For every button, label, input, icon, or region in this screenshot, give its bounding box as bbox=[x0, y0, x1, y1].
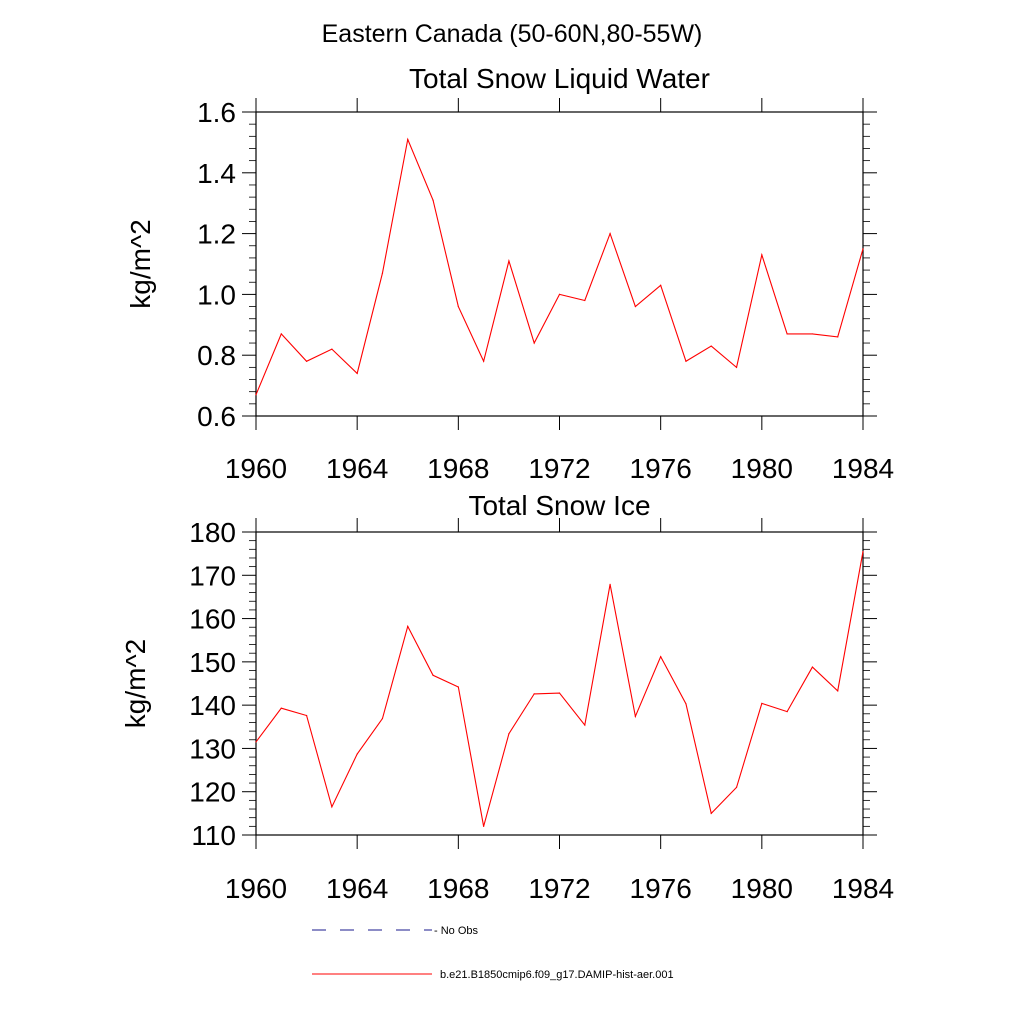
data-point bbox=[811, 333, 814, 335]
y-tick-label: 180 bbox=[189, 517, 236, 548]
data-point bbox=[710, 812, 712, 814]
data-point bbox=[786, 333, 788, 335]
data-point bbox=[305, 714, 308, 717]
data-point bbox=[660, 656, 662, 658]
x-tick-label: 1960 bbox=[225, 453, 287, 484]
data-point bbox=[305, 360, 308, 362]
x-tick-label: 1972 bbox=[528, 453, 590, 484]
data-point bbox=[331, 806, 333, 808]
legend-label-2: b.e21.B1850cmip6.f09_g17.DAMIP-hist-aer.… bbox=[440, 969, 674, 981]
data-point bbox=[862, 248, 864, 250]
x-tick-label: 1972 bbox=[528, 873, 590, 904]
data-point bbox=[735, 786, 738, 788]
y-tick-label: 140 bbox=[189, 690, 236, 721]
series-line-1 bbox=[255, 137, 864, 395]
data-point bbox=[533, 693, 535, 695]
data-point bbox=[356, 753, 358, 755]
data-point bbox=[483, 825, 485, 827]
figure-title: Eastern Canada (50-60N,80-55W) bbox=[322, 20, 703, 48]
data-point bbox=[381, 272, 384, 274]
plot-frame bbox=[255, 531, 864, 836]
legend: - No Obs b.e21.B1850cmip6.f09_g17.DAMIP-h… bbox=[312, 925, 674, 981]
data-point bbox=[558, 692, 561, 694]
chart-panel-2: Total Snow Ice 1960 1964 1968 1972 1976 1980 19… bbox=[120, 490, 894, 904]
data-point bbox=[457, 305, 459, 308]
data-point bbox=[255, 394, 257, 396]
y-tick-label: 0.8 bbox=[197, 340, 236, 371]
x-tick-label: 1980 bbox=[731, 873, 793, 904]
y-tick-label: 1.6 bbox=[197, 97, 236, 128]
data-point bbox=[280, 707, 282, 709]
data-point bbox=[862, 550, 864, 553]
x-tick-label: 1964 bbox=[326, 453, 388, 484]
data-point bbox=[255, 741, 257, 743]
series-line-1 bbox=[255, 551, 864, 827]
x-tick-label: 1984 bbox=[832, 453, 894, 484]
y-tick-label: 150 bbox=[189, 647, 236, 678]
data-point bbox=[837, 690, 839, 692]
y-tick-label: 0.6 bbox=[197, 401, 236, 432]
x-tick-label: 1964 bbox=[326, 873, 388, 904]
data-point bbox=[609, 583, 611, 585]
data-point bbox=[533, 342, 535, 344]
chart-title: Total Snow Ice bbox=[468, 490, 650, 521]
data-point bbox=[584, 299, 586, 302]
data-point bbox=[735, 366, 738, 368]
x-tick-label: 1968 bbox=[427, 873, 489, 904]
data-point bbox=[331, 348, 333, 350]
data-point bbox=[432, 199, 434, 201]
y-tick-label: 1.0 bbox=[197, 279, 236, 310]
y-tick-label: 130 bbox=[189, 733, 236, 764]
data-point bbox=[584, 724, 586, 726]
x-tick-label: 1960 bbox=[225, 873, 287, 904]
data-point bbox=[837, 336, 839, 338]
y-tick-label: 1.4 bbox=[197, 158, 236, 189]
chart-title: Total Snow Liquid Water bbox=[409, 63, 710, 94]
data-point bbox=[786, 711, 788, 713]
data-point bbox=[558, 293, 561, 295]
data-point bbox=[710, 345, 712, 347]
chart-panel-1: Total Snow Liquid Water 1960 1964 1968 1972 1… bbox=[125, 63, 894, 484]
data-point bbox=[761, 254, 763, 256]
data-point bbox=[508, 733, 510, 735]
data-point bbox=[432, 674, 434, 676]
data-point bbox=[280, 333, 282, 335]
data-point bbox=[483, 360, 485, 362]
y-tick-label: 110 bbox=[191, 820, 236, 851]
data-point bbox=[356, 372, 358, 375]
x-tick-label: 1968 bbox=[427, 453, 489, 484]
data-point bbox=[407, 138, 409, 140]
x-tick-label: 1980 bbox=[731, 453, 793, 484]
data-point bbox=[407, 625, 409, 627]
data-point bbox=[660, 284, 662, 286]
data-point bbox=[508, 260, 510, 262]
x-tick-label: 1984 bbox=[832, 873, 894, 904]
y-axis-label: kg/m^2 bbox=[120, 639, 151, 728]
data-point bbox=[685, 360, 687, 362]
y-tick-label: 120 bbox=[189, 777, 236, 808]
y-tick-label: 1.2 bbox=[197, 219, 236, 250]
legend-label-1: - No Obs bbox=[434, 925, 479, 937]
data-point bbox=[634, 715, 636, 717]
data-point bbox=[761, 702, 763, 705]
data-point bbox=[609, 233, 611, 235]
x-tick-label: 1976 bbox=[630, 453, 692, 484]
x-tick-label: 1976 bbox=[630, 873, 692, 904]
data-point bbox=[634, 305, 636, 308]
data-point bbox=[457, 686, 459, 688]
data-point bbox=[381, 717, 384, 720]
y-axis-label: kg/m^2 bbox=[125, 219, 156, 308]
plot-frame bbox=[255, 111, 864, 417]
y-tick-label: 170 bbox=[189, 560, 236, 591]
y-tick-label: 160 bbox=[189, 604, 236, 635]
data-point bbox=[685, 703, 687, 705]
data-point bbox=[811, 666, 814, 668]
